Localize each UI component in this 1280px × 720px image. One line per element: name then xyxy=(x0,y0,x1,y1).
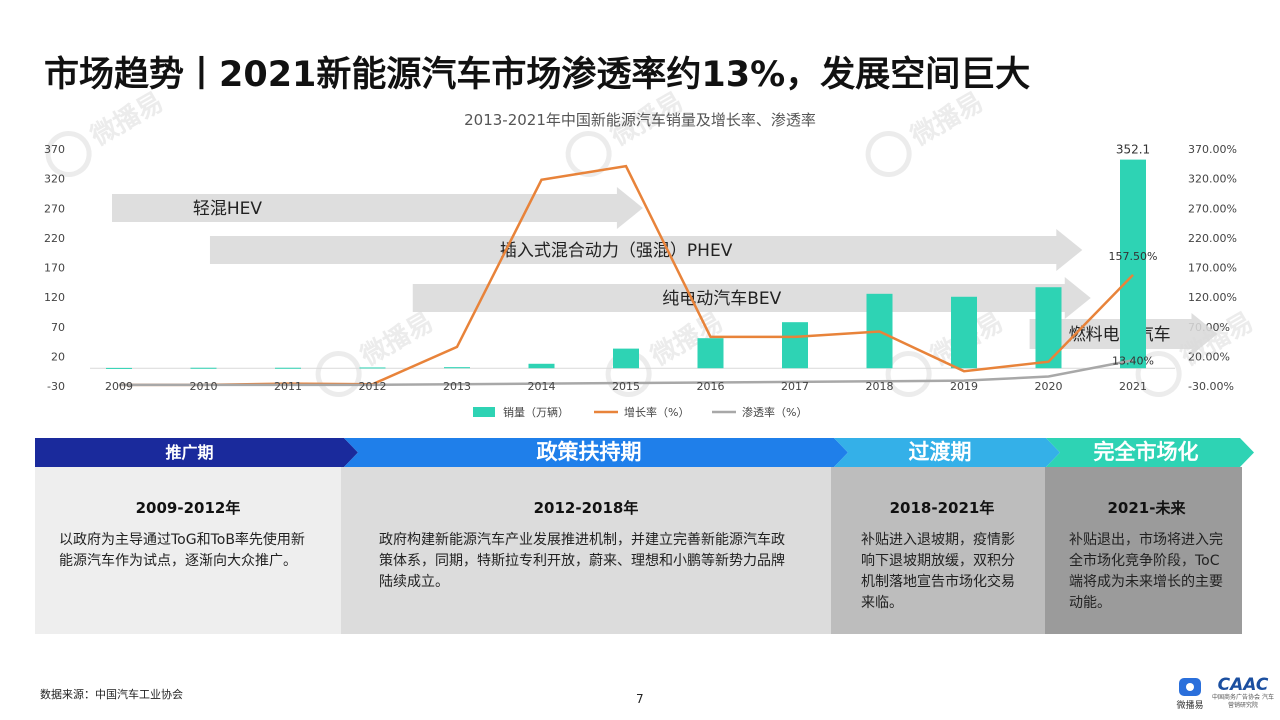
sales-bar xyxy=(359,367,386,369)
legend-penetration-label: 渗透率（%） xyxy=(742,405,807,419)
x-tick-label: 2015 xyxy=(612,380,640,393)
y-right-tick-label: 120.00% xyxy=(1188,291,1237,304)
x-tick-label: 2018 xyxy=(866,380,894,393)
x-tick-label: 2009 xyxy=(105,380,133,393)
phase-1-name: 推广期 xyxy=(165,443,214,462)
page-title: 市场趋势丨2021新能源汽车市场渗透率约13%，发展空间巨大 xyxy=(44,55,1031,95)
sales-bar xyxy=(444,367,470,369)
tech-arrow-label: 纯电动汽车BEV xyxy=(662,289,781,309)
legend-sales-label: 销量（万辆） xyxy=(503,405,569,419)
chart-title: 2013-2021年中国新能源汽车销量及增长率、渗透率 xyxy=(464,111,816,129)
x-tick-label: 2017 xyxy=(781,380,809,393)
y-right-tick-label: 320.00% xyxy=(1188,173,1237,186)
y-right-tick-label: 220.00% xyxy=(1188,232,1237,245)
bar-2021-label: 352.1 xyxy=(1116,143,1150,157)
phase-4-name: 完全市场化 xyxy=(1093,440,1199,464)
phase-2-chevron xyxy=(344,438,848,467)
tech-arrow-label: 轻混HEV xyxy=(193,199,263,219)
caac-logo-text: CAAC xyxy=(1217,675,1269,695)
weiboyi-logo: 微播易 xyxy=(1175,678,1205,711)
sales-bar xyxy=(528,363,555,369)
sales-bar xyxy=(1120,159,1146,369)
y-right-tick-label: 270.00% xyxy=(1188,202,1237,215)
y-left-tick-label: 220 xyxy=(44,232,65,245)
sales-bar xyxy=(106,367,132,369)
phase-3-chevron xyxy=(834,438,1060,467)
phase-3-name: 过渡期 xyxy=(908,440,972,464)
phase-1-years: 2009-2012年 xyxy=(135,499,241,517)
y-right-tick-label: 370.00% xyxy=(1188,143,1237,156)
phase-3-years: 2018-2021年 xyxy=(889,499,995,517)
penetration-2021-label: 13.40% xyxy=(1112,354,1154,367)
x-tick-label: 2019 xyxy=(950,380,978,393)
legend-sales-swatch xyxy=(473,407,495,417)
sales-bar xyxy=(190,367,217,369)
y-left-tick-label: 270 xyxy=(44,202,65,215)
x-tick-label: 2016 xyxy=(697,380,725,393)
sales-bar xyxy=(613,348,639,369)
phase-1-chevron xyxy=(35,438,358,467)
x-tick-label: 2010 xyxy=(190,380,218,393)
phase-4-text: 补贴退出，市场将进入完全市场化竞争阶段，ToC端将成为未来增长的主要动能。 xyxy=(1069,532,1223,611)
x-tick-label: 2012 xyxy=(359,380,387,393)
sales-bar xyxy=(275,367,301,369)
phase-4-chevron xyxy=(1046,438,1254,467)
y-right-tick-label: -30.00% xyxy=(1188,380,1234,393)
phase-4-card: 2021-未来 补贴退出，市场将进入完全市场化竞争阶段，ToC端将成为未来增长的… xyxy=(1045,467,1242,634)
page-number: 7 xyxy=(636,692,644,706)
penetration-line xyxy=(119,359,1134,387)
x-tick-label: 2020 xyxy=(1035,380,1063,393)
tech-arrow-label: 插入式混合动力（强混）PHEV xyxy=(500,241,733,261)
y-left-tick-label: 70 xyxy=(51,321,65,334)
sales-bar xyxy=(782,322,808,369)
phase-2-name: 政策扶持期 xyxy=(536,440,642,464)
phase-3-text: 补贴进入退坡期，疫情影响下退坡期放缓，双积分机制落地宣告市场化交易来临。 xyxy=(861,532,1015,611)
phase-3-card: 2018-2021年 补贴进入退坡期，疫情影响下退坡期放缓，双积分机制落地宣告市… xyxy=(831,467,1045,634)
growth-2021-label: 157.50% xyxy=(1109,250,1158,263)
phase-2-years: 2012-2018年 xyxy=(533,499,639,517)
x-tick-label: 2013 xyxy=(443,380,471,393)
data-source: 数据来源：中国汽车工业协会 xyxy=(40,688,183,701)
tech-arrow-2 xyxy=(209,229,1083,271)
phase-2-card: 2012-2018年 政府构建新能源汽车产业发展推进机制，并建立完善新能源汽车政… xyxy=(341,467,831,634)
phase-2-text: 政府构建新能源汽车产业发展推进机制，并建立完善新能源汽车政策体系，同期，特斯拉专… xyxy=(379,532,785,590)
sales-bar xyxy=(1035,287,1062,369)
phase-4-years: 2021-未来 xyxy=(1107,499,1186,517)
sales-bar xyxy=(697,338,724,369)
sales-growth-chart: 2013-2021年中国新能源汽车销量及增长率、渗透率 370 320 270 220 1… xyxy=(44,111,1237,419)
weiboyi-logo-caption: 微播易 xyxy=(1176,701,1204,711)
phase-1-text: 以政府为主导通过ToG和ToB率先使用新能源汽车作为试点，逐渐向大众推广。 xyxy=(59,532,305,569)
x-tick-label: 2014 xyxy=(528,380,556,393)
y-left-tick-label: 370 xyxy=(44,143,65,156)
y-left-tick-label: -30 xyxy=(47,380,65,393)
x-tick-label: 2011 xyxy=(274,380,302,393)
phase-1-card: 2009-2012年 以政府为主导通过ToG和ToB率先使用新能源汽车作为试点，… xyxy=(35,467,341,634)
y-left-tick-label: 20 xyxy=(51,350,65,363)
y-left-tick-label: 120 xyxy=(44,291,65,304)
y-right-tick-label: 20.00% xyxy=(1188,350,1230,363)
tech-arrow-3 xyxy=(412,277,1091,319)
y-left-tick-label: 170 xyxy=(44,262,65,275)
x-tick-label: 2021 xyxy=(1119,380,1147,393)
legend-growth-label: 增长率（%） xyxy=(624,405,689,419)
caac-logo-sub: 中国商务广告协会 汽车营销研究院 xyxy=(1212,694,1274,709)
y-left-tick-label: 320 xyxy=(44,173,65,186)
weiboyi-logo-icon xyxy=(1179,678,1201,696)
y-right-tick-label: 170.00% xyxy=(1188,262,1237,275)
phase-arrows xyxy=(35,438,1254,467)
sales-bar xyxy=(951,296,977,369)
tech-arrow-1 xyxy=(112,187,643,229)
caac-logo: CAAC 中国商务广告协会 汽车营销研究院 xyxy=(1212,676,1274,710)
